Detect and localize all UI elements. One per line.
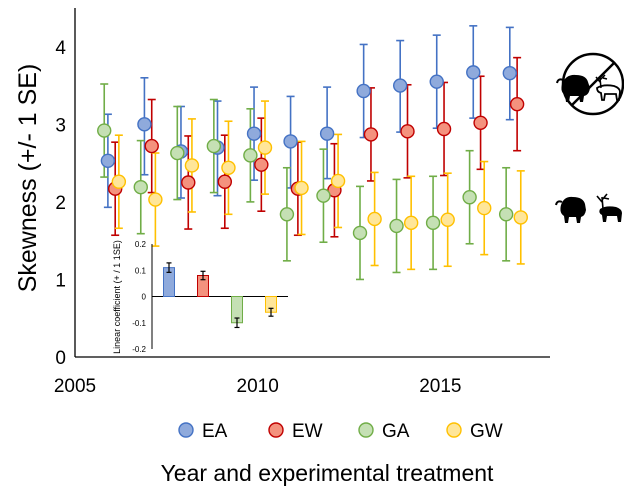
data-point-gw [148, 192, 163, 207]
data-point-ew [217, 174, 233, 189]
data-point-gw [440, 212, 455, 227]
legend: EA EW GA GW [178, 421, 503, 442]
data-point-ga [279, 207, 295, 222]
legend-marker [178, 422, 194, 438]
inset-y-tick-label: 0.1 [135, 266, 147, 275]
data-point-gw [257, 140, 273, 155]
x-tick-label: 2010 [237, 376, 279, 397]
data-point-ew [473, 115, 488, 130]
data-point-ga [462, 190, 477, 205]
data-point-gw [367, 211, 382, 227]
data-point-ga [498, 207, 514, 222]
data-point-ga [316, 188, 331, 203]
y-axis-label: Skewness (+/- 1 SE) [14, 64, 42, 293]
data-points [97, 65, 528, 241]
legend-label: EW [292, 421, 323, 442]
data-point-ga [352, 225, 368, 241]
data-point-ga [243, 148, 258, 163]
data-point-ea [392, 78, 408, 93]
inset-error-bar [200, 270, 206, 281]
data-point-ew [400, 124, 415, 139]
inset-error-bar [234, 317, 240, 329]
inset-error-bar [268, 307, 274, 317]
inset-y-axis-label: Linear coefficient (+ / 1 1SE) [112, 240, 122, 354]
data-point-ea [356, 83, 371, 99]
legend-marker [268, 422, 284, 438]
y-tick-label: 1 [55, 270, 66, 291]
legend-label: GW [470, 421, 503, 442]
legend-label: EA [202, 421, 228, 442]
data-point-gw [294, 180, 309, 196]
muskox-icon [556, 74, 590, 102]
data-point-ea [429, 74, 444, 89]
data-point-ew [436, 121, 452, 137]
x-axis-label: Year and experimental treatment [161, 460, 494, 486]
data-point-gw [111, 174, 127, 189]
error-bars [100, 25, 525, 281]
inset-y-tick-label: -0.2 [132, 345, 146, 354]
inset-y-tick-label: 0.2 [135, 240, 147, 249]
legend-marker [358, 422, 374, 438]
data-point-ew [363, 127, 379, 142]
legend-label: GA [382, 421, 410, 442]
data-point-gw [184, 158, 200, 173]
data-point-ea [100, 153, 116, 168]
data-point-ew [509, 96, 525, 112]
inset-error-bar [166, 262, 172, 273]
y-tick-label: 0 [55, 348, 66, 369]
data-point-ga [133, 179, 148, 195]
data-point-ea [283, 134, 298, 149]
data-point-ea [246, 126, 262, 141]
muskox-icon [555, 196, 586, 223]
data-point-ga [389, 218, 404, 234]
data-point-ea [319, 126, 335, 141]
data-point-ea [502, 65, 518, 81]
legend-marker [446, 422, 462, 438]
data-point-gw [221, 160, 236, 175]
caribou-icon [595, 74, 621, 101]
data-point-gw [513, 210, 528, 225]
data-point-gw [477, 200, 492, 216]
data-point-ew [181, 175, 196, 190]
legend-item-ga: GA [358, 421, 410, 442]
data-point-ga [97, 123, 112, 138]
legend-item-ea: EA [178, 421, 228, 442]
y-tick-label: 3 [55, 115, 66, 136]
y-tick-label: 4 [55, 38, 66, 59]
data-point-gw [330, 173, 346, 189]
data-point-ga [425, 215, 441, 231]
inset-y-tick-label: -0.1 [132, 319, 146, 328]
x-tick-label: 2005 [54, 376, 96, 397]
data-point-ga [206, 138, 222, 154]
x-tick-label: 2015 [419, 376, 461, 397]
data-point-ew [144, 138, 159, 154]
inset-y-tick-label: 0 [142, 293, 147, 302]
data-point-gw [403, 215, 419, 231]
legend-item-gw: GW [446, 421, 503, 442]
inset-bar-chart: 0.2 0.1 0 -0.1 -0.2 Linear coefficient (+ / 1… [112, 240, 288, 354]
y-tick-label: 2 [55, 193, 66, 214]
data-point-ga [170, 145, 185, 161]
data-point-ew [254, 157, 269, 172]
axes: 0 1 2 3 4 2005 2010 2015 [54, 8, 550, 397]
data-point-ea [466, 65, 481, 80]
data-point-ea [137, 117, 152, 132]
caribou-icon [596, 193, 622, 222]
legend-item-ew: EW [268, 421, 323, 442]
